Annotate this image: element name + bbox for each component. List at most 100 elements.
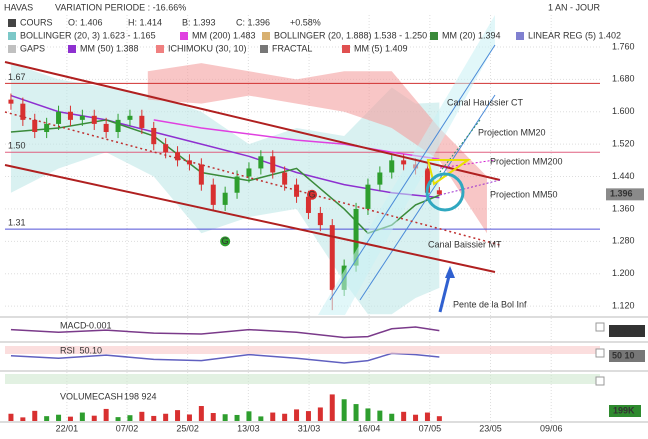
- volume-bar: [294, 409, 300, 421]
- candle-body: [222, 192, 228, 205]
- indicator-title: MACD: [60, 320, 87, 330]
- legend-swatch: [8, 32, 16, 40]
- level-label: 1.31: [8, 218, 26, 228]
- legend-swatch: [68, 45, 76, 53]
- channel-fill: [318, 15, 495, 315]
- volume-bar: [365, 408, 371, 421]
- volume-bar: [20, 417, 26, 421]
- volume-bar: [377, 410, 383, 421]
- candle-body: [32, 119, 38, 133]
- volume-bar: [67, 416, 73, 421]
- candle-body: [91, 115, 97, 124]
- candle-body: [424, 168, 430, 193]
- legend-label: BOLLINGER (20, 1.888) 1.538 - 1.250: [274, 30, 427, 40]
- volume-bar: [341, 399, 347, 421]
- period[interactable]: 1 AN - JOUR: [548, 2, 601, 12]
- annotation: Projection MM20: [478, 127, 546, 137]
- legend-label: C: 1.396: [236, 17, 270, 27]
- text-layer: HAVAS VARIATION PERIODE : -16.66% 1 AN -…: [4, 2, 645, 433]
- level-label: 1.67: [8, 72, 26, 82]
- y-tick-label: 1.360: [612, 203, 635, 213]
- projection-line: [439, 159, 496, 169]
- candle-body: [258, 156, 264, 169]
- x-tick-label: 16/04: [358, 423, 381, 433]
- checkbox[interactable]: [595, 376, 605, 386]
- annotation: Pente de la Bol Inf: [453, 299, 527, 309]
- legend-label: FRACTAL: [272, 43, 312, 53]
- volume-bar: [234, 414, 240, 421]
- triangle: [426, 159, 472, 186]
- volume-bar: [282, 413, 288, 421]
- volume-bar: [246, 411, 252, 421]
- y-tick-label: 1.200: [612, 268, 635, 278]
- candle-body: [139, 115, 145, 128]
- indicator-title: RSI: [60, 345, 75, 355]
- candle-body: [210, 184, 216, 205]
- y-tick-label: 1.680: [612, 74, 635, 84]
- candle-body: [127, 115, 133, 120]
- symbol: HAVAS: [4, 2, 33, 12]
- volume-bar: [175, 410, 181, 421]
- checkbox[interactable]: [595, 348, 605, 358]
- arrow: [438, 271, 452, 313]
- last-price-box: [606, 188, 644, 201]
- value-box: [609, 325, 645, 337]
- candle-body: [103, 123, 109, 133]
- trend-line: [4, 61, 501, 181]
- volume-bar: [32, 410, 38, 421]
- overbought-zone: [5, 346, 600, 354]
- x-tick-label: 07/02: [116, 423, 139, 433]
- x-tick-label: 09/06: [540, 423, 563, 433]
- annotation: Projection MM200: [490, 156, 563, 166]
- volume-bar: [353, 404, 359, 421]
- volume-bar: [305, 411, 311, 421]
- fractal-marker: [307, 189, 318, 200]
- volume-bar: [222, 414, 228, 421]
- candle-body: [282, 172, 288, 185]
- fractal-label: G: [222, 236, 229, 246]
- legend-swatch: [8, 45, 16, 53]
- legend-label: GAPS: [20, 43, 45, 53]
- oversold-zone: [5, 374, 600, 384]
- candle-body: [401, 160, 407, 165]
- legend-swatch: [156, 45, 164, 53]
- candle-body: [270, 156, 276, 173]
- annotation: Projection MM50: [490, 189, 558, 199]
- legend-label: ICHIMOKU (30, 10): [168, 43, 247, 53]
- candle-body: [353, 208, 359, 266]
- volume-bar: [186, 414, 192, 421]
- annotation: Canal Haussier CT: [447, 97, 524, 107]
- fractal-label: G: [309, 190, 316, 200]
- checkbox[interactable]: [595, 322, 605, 332]
- legend-swatch: [430, 32, 438, 40]
- legend-label: +0.58%: [290, 17, 321, 27]
- band: [147, 63, 487, 234]
- channel-line: [329, 44, 496, 301]
- legend-swatch: [262, 32, 270, 40]
- x-tick-label: 25/02: [176, 423, 199, 433]
- value-box-label: 50 10: [612, 350, 635, 360]
- indicator-value: -0.001: [86, 320, 112, 330]
- value-box: [609, 405, 641, 417]
- candle-body: [163, 144, 169, 153]
- last-price: 1.396: [610, 189, 633, 199]
- legend-swatch: [260, 45, 268, 53]
- candle-body: [436, 190, 442, 195]
- volume-bar: [91, 415, 97, 421]
- legend-label: COURS: [20, 17, 53, 27]
- volume-bar: [424, 412, 430, 421]
- candle-body: [305, 196, 311, 213]
- candle-body: [377, 172, 383, 185]
- volume-bar: [258, 416, 264, 421]
- legend-label: MM (5) 1.409: [354, 43, 408, 53]
- indicator-line: [10, 326, 440, 339]
- plot-layer: [5, 15, 600, 421]
- drawings: [0, 15, 648, 423]
- trend-line: [4, 164, 496, 273]
- candle-body: [186, 160, 192, 165]
- y-tick-label: 1.120: [612, 300, 635, 310]
- volume-bar: [317, 407, 323, 421]
- y-tick-label: 1.280: [612, 236, 635, 246]
- legend-label: O: 1.406: [68, 17, 103, 27]
